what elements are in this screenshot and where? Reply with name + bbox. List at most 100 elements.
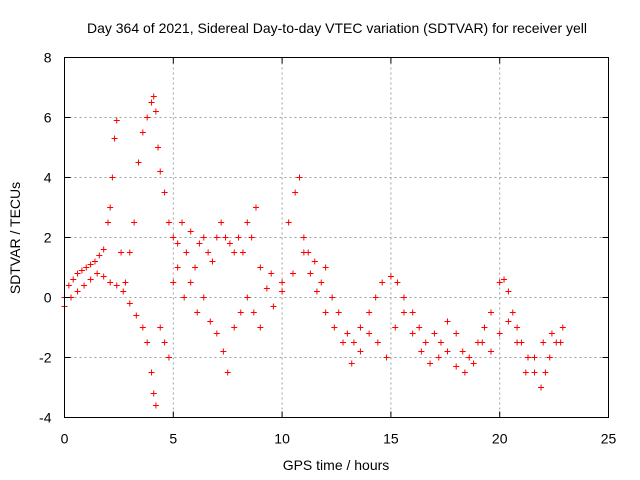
data-point-trace-b [514, 339, 521, 346]
x-tick-label: 5 [169, 431, 177, 447]
data-point-trace-b [470, 360, 477, 367]
data-point-trace-b [313, 288, 320, 295]
data-point-trace-a [200, 234, 207, 241]
data-point-trace-b [244, 294, 251, 301]
data-point-trace-a [546, 354, 553, 361]
data-point-trace-a [444, 318, 451, 325]
data-point-trace-a [311, 258, 318, 265]
data-point-trace-b [144, 339, 151, 346]
data-point-trace-a [235, 234, 242, 241]
data-point-trace-b [461, 369, 468, 376]
data-point-trace-b [81, 282, 88, 289]
data-point-trace-b [300, 249, 307, 256]
data-point-trace-a [170, 234, 177, 241]
data-point-trace-b [94, 270, 101, 277]
data-point-trace-a [394, 279, 401, 286]
data-point-trace-b [263, 285, 270, 292]
data-point-trace-a [366, 309, 373, 316]
data-point-trace-b [409, 330, 416, 337]
y-tick-label: -2 [39, 350, 52, 366]
data-point-trace-b [87, 276, 94, 283]
data-point-trace-b [237, 309, 244, 316]
data-point-trace-a [296, 174, 303, 181]
data-point-trace-a [244, 219, 251, 226]
data-point-trace-a [100, 246, 107, 253]
data-point-trace-a [335, 309, 342, 316]
data-point-trace-a [357, 324, 364, 331]
data-point-trace-b [348, 360, 355, 367]
grid-lines [64, 57, 609, 418]
data-point-trace-b [220, 348, 227, 355]
data-point-trace-b [340, 339, 347, 346]
data-point-trace-a [83, 264, 90, 271]
data-point-trace-b [331, 324, 338, 331]
data-point-trace-b [392, 324, 399, 331]
data-point-trace-a [139, 129, 146, 136]
data-point-trace-a [122, 279, 129, 286]
data-point-trace-b [120, 288, 127, 295]
data-point-trace-a [107, 204, 114, 211]
data-point-trace-b [548, 330, 555, 337]
data-point-trace-b [435, 354, 442, 361]
x-axis-label: GPS time / hours [283, 457, 390, 473]
data-point-trace-b [148, 369, 155, 376]
data-point-trace-a [372, 294, 379, 301]
x-tick-label: 10 [274, 431, 290, 447]
data-point-trace-a [213, 234, 220, 241]
data-point-trace-a [126, 249, 133, 256]
data-point-trace-b [531, 354, 538, 361]
y-tick-label: 4 [44, 170, 52, 186]
data-point-trace-a [231, 249, 238, 256]
data-point-trace-a [222, 234, 229, 241]
data-point-trace-a [379, 279, 386, 286]
data-point-trace-b [152, 402, 159, 409]
data-point-trace-a [205, 249, 212, 256]
data-point-trace-b [289, 270, 296, 277]
data-point-trace-a [248, 234, 255, 241]
data-point-trace-a [350, 339, 357, 346]
data-point-trace-b [374, 339, 381, 346]
x-tick-labels: 0 5 10 15 20 25 [61, 431, 617, 447]
data-point-trace-a [165, 219, 172, 226]
data-point-trace-b [139, 324, 146, 331]
data-point-trace-a [387, 273, 394, 280]
data-point-trace-a [300, 234, 307, 241]
data-point-trace-a [144, 114, 151, 121]
data-point-trace-b [157, 324, 164, 331]
data-point-trace-a [179, 219, 186, 226]
data-point-trace-b [200, 294, 207, 301]
data-point-trace-b [231, 324, 238, 331]
data-point-trace-a [292, 189, 299, 196]
data-point-trace-b [557, 339, 564, 346]
x-tick-label: 15 [383, 431, 399, 447]
data-point-trace-b [383, 354, 390, 361]
data-point-trace-a [268, 270, 275, 277]
data-point-trace-a [111, 135, 118, 142]
data-point-trace-b [279, 288, 286, 295]
data-point-trace-a [109, 174, 116, 181]
data-point-trace-a [542, 369, 549, 376]
data-point-trace-a [74, 270, 81, 277]
data-point-trace-a [118, 249, 125, 256]
data-point-trace-a [209, 258, 216, 265]
data-point-trace-a [531, 369, 538, 376]
data-point-trace-a [514, 324, 521, 331]
data-point-trace-a [329, 294, 336, 301]
data-point-trace-b [453, 363, 460, 370]
data-point-trace-b [270, 303, 277, 310]
data-point-trace-b [366, 330, 373, 337]
data-point-trace-a [157, 168, 164, 175]
data-point-trace-b [113, 282, 120, 289]
data-point-trace-b [357, 348, 364, 355]
data-point-trace-b [505, 318, 512, 325]
data-point-trace-a [239, 249, 246, 256]
data-point-trace-a [416, 324, 423, 331]
data-point-trace-a [113, 117, 120, 124]
data-point-trace-b [479, 339, 486, 346]
data-point-trace-b [74, 288, 81, 295]
data-point-trace-a [152, 108, 159, 115]
data-point-trace-b [187, 279, 194, 286]
chart-title: Day 364 of 2021, Sidereal Day-to-day VTE… [87, 20, 587, 36]
data-point-trace-a [279, 279, 286, 286]
data-point-trace-b [496, 330, 503, 337]
